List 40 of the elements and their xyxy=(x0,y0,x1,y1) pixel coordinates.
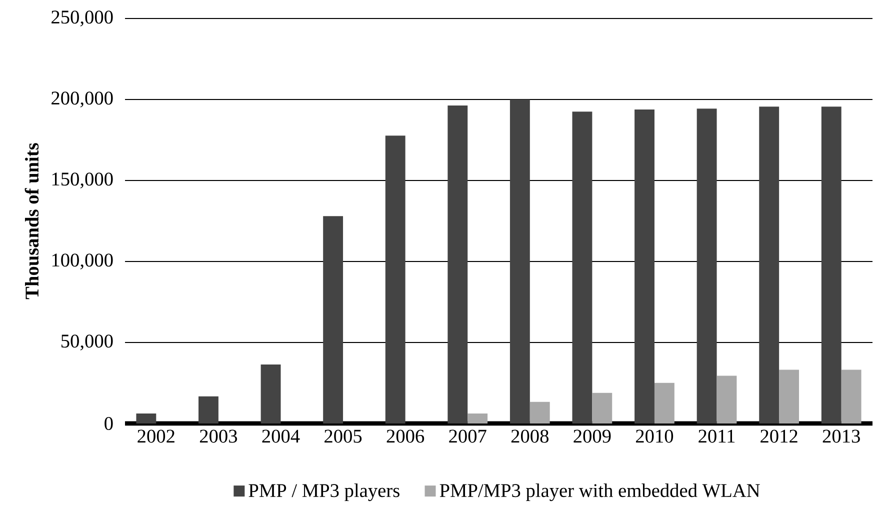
bar xyxy=(696,108,717,424)
bar xyxy=(759,106,780,424)
bar xyxy=(323,216,344,424)
x-tick-label: 2013 xyxy=(822,430,860,443)
bar xyxy=(821,106,842,424)
y-tick-label: 150,000 xyxy=(52,172,113,189)
bar xyxy=(448,106,468,424)
x-tick-label: 2002 xyxy=(138,430,174,443)
x-tick-label: 2005 xyxy=(324,430,362,443)
bar xyxy=(634,110,654,424)
bar xyxy=(198,396,218,424)
legend-label: PMP/MP3 player with embedded WLAN xyxy=(440,484,760,502)
y-tick-label: 200,000 xyxy=(52,92,113,108)
y-axis-title: Thousands of units xyxy=(24,143,39,300)
x-tick-label: 2006 xyxy=(386,430,424,443)
bar xyxy=(592,393,612,424)
x-tick-label: 2012 xyxy=(760,430,798,443)
bar xyxy=(779,370,799,424)
x-tick-label: 2009 xyxy=(574,430,611,443)
bar xyxy=(716,376,737,424)
bar xyxy=(572,112,592,424)
x-tick-label: 2007 xyxy=(449,430,486,443)
bar xyxy=(136,414,156,424)
x-tick-label: 2008 xyxy=(511,430,548,443)
bar xyxy=(530,402,550,424)
bar xyxy=(260,364,281,424)
y-tick-label: 0 xyxy=(104,417,113,430)
y-tick-label: 50,000 xyxy=(61,334,113,351)
x-tick-label: 2011 xyxy=(698,430,735,443)
legend-label: PMP / MP3 players xyxy=(248,484,400,502)
bar xyxy=(468,414,488,424)
x-tick-label: 2004 xyxy=(262,430,300,443)
bar xyxy=(510,100,530,424)
y-tick-label: 100,000 xyxy=(52,254,113,270)
bar xyxy=(654,383,674,424)
bar xyxy=(385,136,406,424)
y-tick-label: 250,000 xyxy=(52,10,113,27)
x-tick-label: 2010 xyxy=(636,430,674,443)
x-tick-label: 2003 xyxy=(200,430,238,443)
bar xyxy=(841,370,862,424)
